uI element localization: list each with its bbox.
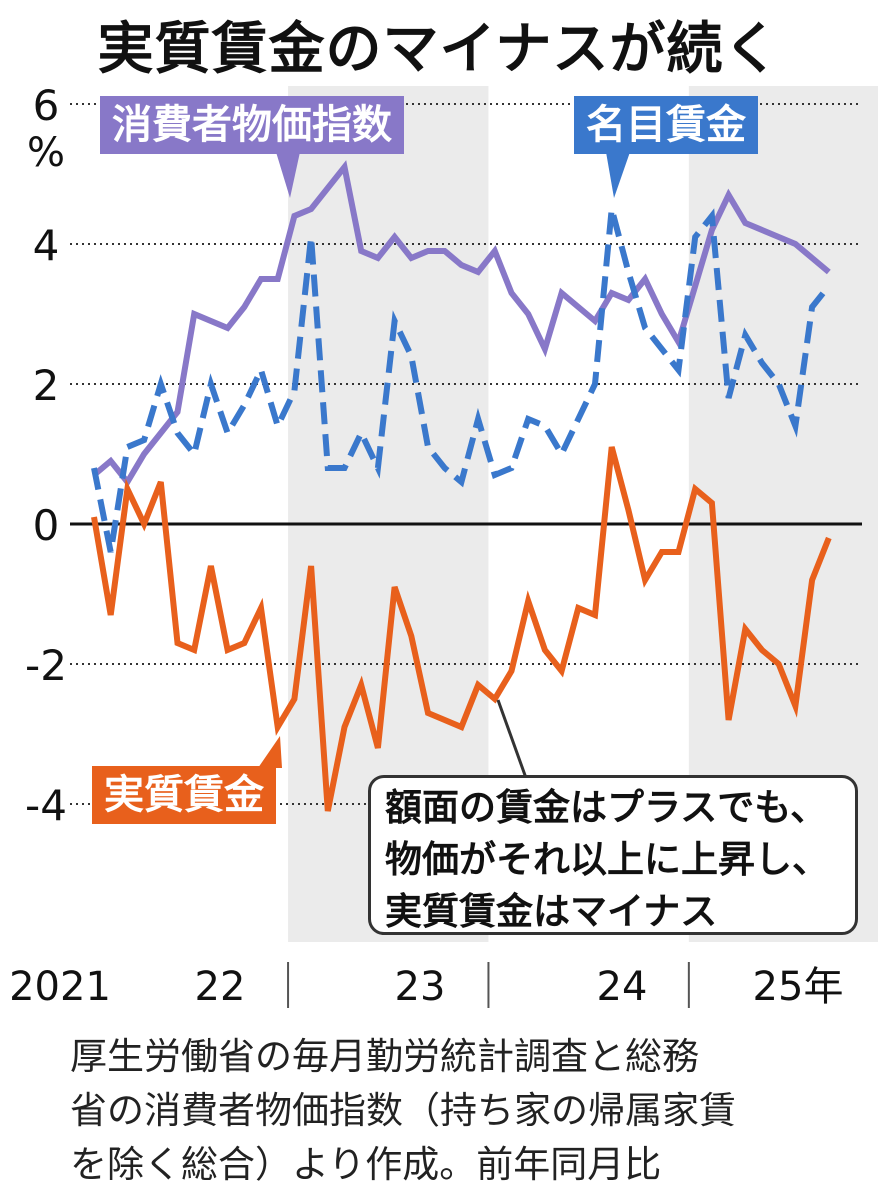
chart-title: 実質賃金のマイナスが続く <box>97 17 781 82</box>
y-tick-label: 2 <box>33 361 60 410</box>
shaded-year-bands <box>288 86 878 942</box>
y-tick-label: -2 <box>25 641 67 690</box>
x-period-label: 2021 <box>9 964 111 1010</box>
cpi-label-pointer <box>276 152 300 198</box>
source-line: 厚生労働省の毎月勤労統計調査と総務 <box>70 1035 699 1078</box>
real-wage-series-label: 実質賃金 <box>92 766 276 824</box>
y-tick-label: -4 <box>25 781 67 830</box>
real-label-pointer <box>258 736 282 768</box>
y-tick-label: 0 <box>33 501 60 550</box>
callout-pointer <box>496 699 528 779</box>
y-axis-unit-label: % <box>27 130 65 176</box>
x-period-label: 22 <box>195 964 246 1010</box>
y-tick-label: 4 <box>33 221 60 270</box>
callout-line: 物価がそれ以上に上昇し、 <box>385 838 829 881</box>
series-line-cpi <box>92 160 831 488</box>
series-line-nominal <box>91 208 832 553</box>
x-period-label: 25年 <box>753 964 844 1010</box>
cpi-series-label: 消費者物価指数 <box>100 96 404 154</box>
x-period-label: 23 <box>395 964 446 1010</box>
chart: 6 4 2 0 -2 -4% 2021 22 23 24 25年 <box>9 81 878 1010</box>
series-line-real <box>91 446 832 812</box>
source-line: 省の消費者物価指数（持ち家の帰属家賃 <box>70 1089 736 1132</box>
callout-line: 額面の賃金はプラスでも、 <box>385 786 828 829</box>
y-axis-ticks: 6 4 2 0 -2 -4% <box>25 81 67 830</box>
series-lines <box>91 152 832 812</box>
source-note: 厚生労働省の毎月勤労統計調査と総務 省の消費者物価指数（持ち家の帰属家賃 を除く… <box>70 1030 870 1192</box>
x-axis-labels: 2021 22 23 24 25年 <box>9 962 844 1010</box>
nominal-label-pointer <box>606 152 630 198</box>
callout-line: 実質賃金はマイナス <box>385 890 718 933</box>
y-tick-label: 6 <box>33 81 60 130</box>
source-line: を除く総合）より作成。前年同月比 <box>70 1143 662 1186</box>
nominal-wage-series-label: 名目賃金 <box>574 96 758 154</box>
x-period-label: 24 <box>597 964 648 1010</box>
annotation-callout: 額面の賃金はプラスでも、 物価がそれ以上に上昇し、 実質賃金はマイナス <box>368 775 858 935</box>
